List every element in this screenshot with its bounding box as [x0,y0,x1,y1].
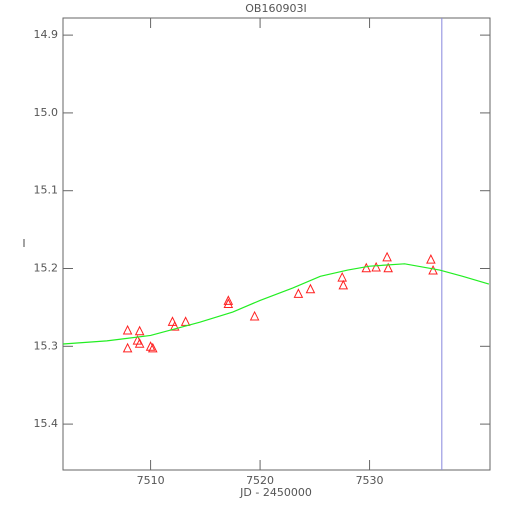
y-axis-label: I [22,237,25,250]
data-point [122,324,133,335]
data-point [145,341,156,351]
data-point [305,283,316,294]
data-point [147,342,158,353]
data-point [428,264,438,275]
data-point [134,338,145,348]
data-point [223,298,234,309]
y-tick-label: 15.0 [34,106,59,119]
data-point [361,262,372,273]
data-point [371,261,381,272]
y-tick-label: 14.9 [34,28,59,41]
plot-frame [62,17,491,471]
data-point [337,271,348,282]
chart-title: OB160903I [245,2,306,15]
data-point [249,310,260,321]
data-point [180,316,191,326]
data-point [223,295,234,305]
x-tick-label: 7520 [246,474,274,487]
y-tick-label: 15.1 [34,184,59,197]
data-point [338,279,349,290]
x-tick-label: 7530 [356,474,384,487]
data-point [382,251,392,262]
data-point [122,342,133,353]
data-point [383,262,393,273]
data-point [293,288,304,298]
y-tick-label: 15.3 [34,339,59,352]
y-tick-label: 15.2 [34,262,59,275]
model-curve [62,263,490,345]
data-point [134,325,145,336]
y-tick-label: 15.4 [34,417,59,430]
data-point [169,320,180,331]
data-point [426,254,436,264]
x-axis-label: JD - 2450000 [239,486,312,499]
x-tick-label: 7510 [137,474,165,487]
